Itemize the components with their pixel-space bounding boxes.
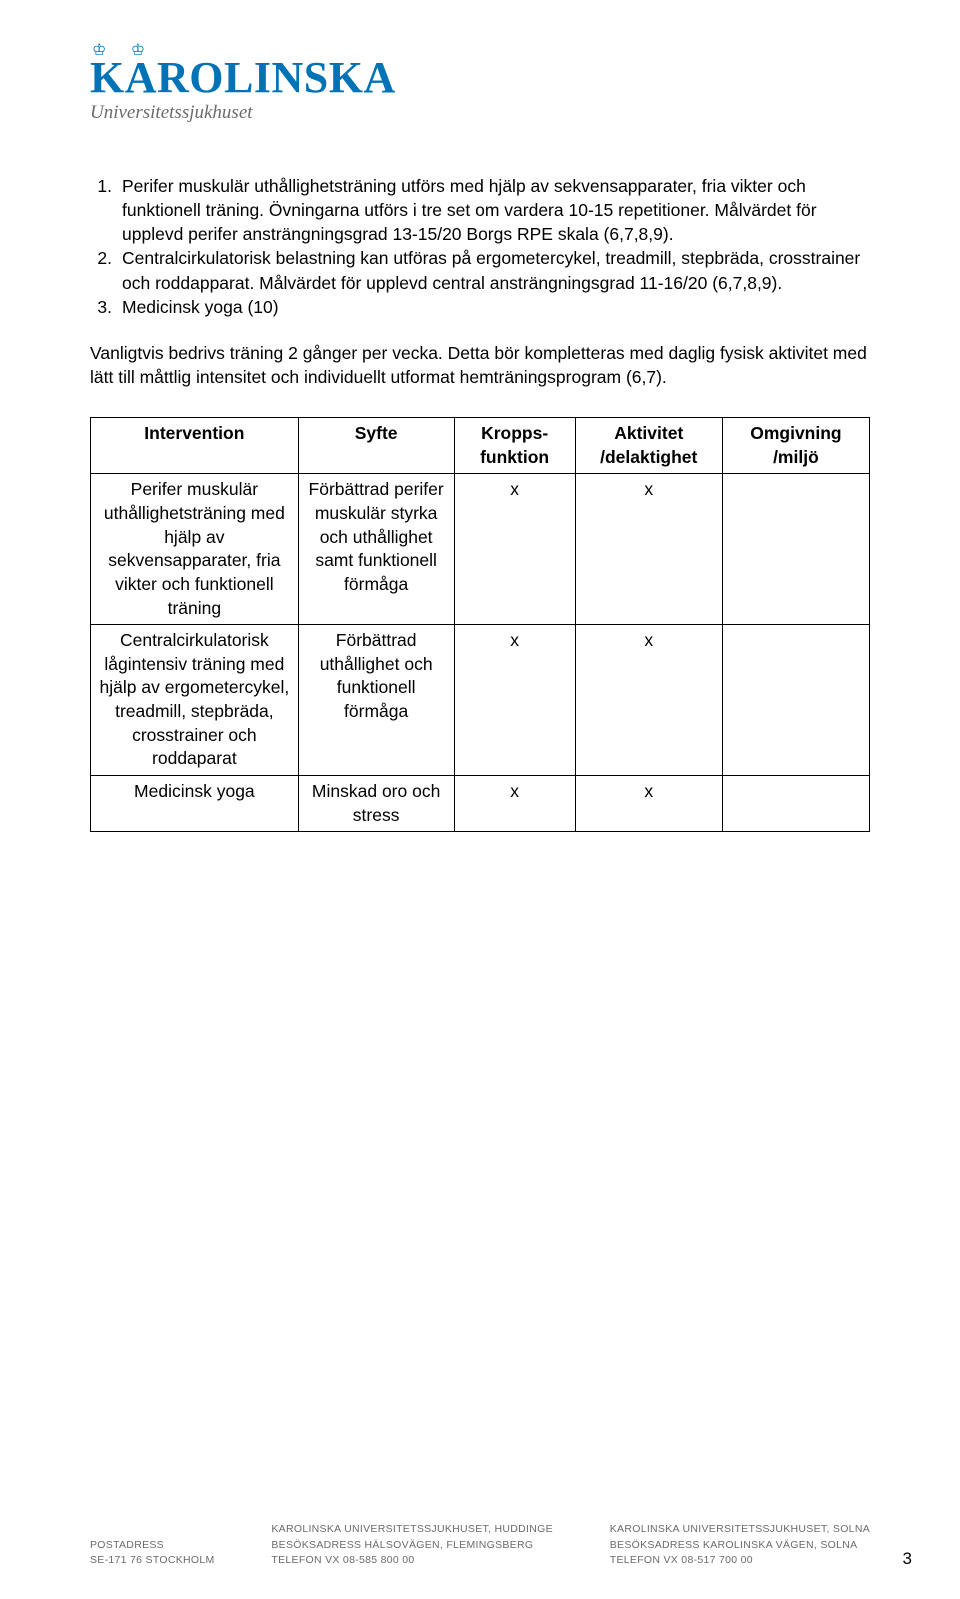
footer-col-solna: KAROLINSKA UNIVERSITETSSJUKHUSET, SOLNA … (610, 1522, 870, 1569)
list-item: 2. Centralcirkulatorisk belastning kan u… (90, 246, 870, 294)
table-header-row: Intervention Syfte Kropps-funktion Aktiv… (91, 418, 870, 474)
table-row: Medicinsk yoga Minskad oro och stress x … (91, 775, 870, 831)
table-row: Centralcirkulatorisk lågintensiv träning… (91, 625, 870, 776)
page-number: 3 (903, 1549, 912, 1569)
th-kroppsfunktion: Kropps-funktion (454, 418, 575, 474)
list-item: 1. Perifer muskulär uthållighetsträning … (90, 174, 870, 246)
cell-syfte: Förbättrad uthållighet och funktionell f… (298, 625, 454, 776)
logo-subtitle: Universitetssjukhuset (90, 102, 870, 124)
cell-intervention: Perifer muskulär uthållighetsträning med… (91, 474, 299, 625)
th-aktivitet: Aktivitet/delaktighet (575, 418, 722, 474)
cell-omgivning (722, 625, 869, 776)
cell-syfte: Förbättrad perifer muskulär styrka och u… (298, 474, 454, 625)
cell-aktivitet: x (575, 474, 722, 625)
list-number: 3. (90, 295, 122, 319)
footer-col-post: POSTADRESS SE-171 76 STOCKHOLM (90, 1538, 215, 1570)
list-item: 3. Medicinsk yoga (10) (90, 295, 870, 319)
cell-intervention: Centralcirkulatorisk lågintensiv träning… (91, 625, 299, 776)
footer-line: KAROLINSKA UNIVERSITETSSJUKHUSET, SOLNA (610, 1522, 870, 1538)
footer-line: TELEFON VX 08-517 700 00 (610, 1553, 870, 1569)
list-text: Perifer muskulär uthållighetsträning utf… (122, 174, 870, 246)
list-text: Medicinsk yoga (10) (122, 295, 870, 319)
paragraph: Vanligtvis bedrivs träning 2 gånger per … (90, 341, 870, 389)
footer-line: BESÖKSADRESS HÄLSOVÄGEN, FLEMINGSBERG (271, 1538, 553, 1554)
footer-line: SE-171 76 STOCKHOLM (90, 1553, 215, 1569)
footer-line: BESÖKSADRESS KAROLINSKA VÄGEN, SOLNA (610, 1538, 870, 1554)
cell-kropps: x (454, 625, 575, 776)
cell-intervention: Medicinsk yoga (91, 775, 299, 831)
cell-omgivning (722, 474, 869, 625)
logo-main-text: KAROLINSKA (90, 56, 870, 100)
cell-syfte: Minskad oro och stress (298, 775, 454, 831)
intervention-table: Intervention Syfte Kropps-funktion Aktiv… (90, 417, 870, 832)
list-number: 1. (90, 174, 122, 246)
th-syfte: Syfte (298, 418, 454, 474)
th-omgivning: Omgivning/miljö (722, 418, 869, 474)
cell-omgivning (722, 775, 869, 831)
cell-kropps: x (454, 474, 575, 625)
footer-line: POSTADRESS (90, 1538, 215, 1554)
logo-block: ♔ ♔ KAROLINSKA Universitetssjukhuset (90, 40, 870, 124)
list-text: Centralcirkulatorisk belastning kan utfö… (122, 246, 870, 294)
cell-kropps: x (454, 775, 575, 831)
footer-line: KAROLINSKA UNIVERSITETSSJUKHUSET, HUDDIN… (271, 1522, 553, 1538)
footer-col-huddinge: KAROLINSKA UNIVERSITETSSJUKHUSET, HUDDIN… (271, 1522, 553, 1569)
cell-aktivitet: x (575, 625, 722, 776)
footer: POSTADRESS SE-171 76 STOCKHOLM KAROLINSK… (90, 1522, 870, 1569)
numbered-list: 1. Perifer muskulär uthållighetsträning … (90, 174, 870, 319)
list-number: 2. (90, 246, 122, 294)
cell-aktivitet: x (575, 775, 722, 831)
footer-line: TELEFON VX 08-585 800 00 (271, 1553, 553, 1569)
table-row: Perifer muskulär uthållighetsträning med… (91, 474, 870, 625)
th-intervention: Intervention (91, 418, 299, 474)
page-content: ♔ ♔ KAROLINSKA Universitetssjukhuset 1. … (0, 0, 960, 832)
